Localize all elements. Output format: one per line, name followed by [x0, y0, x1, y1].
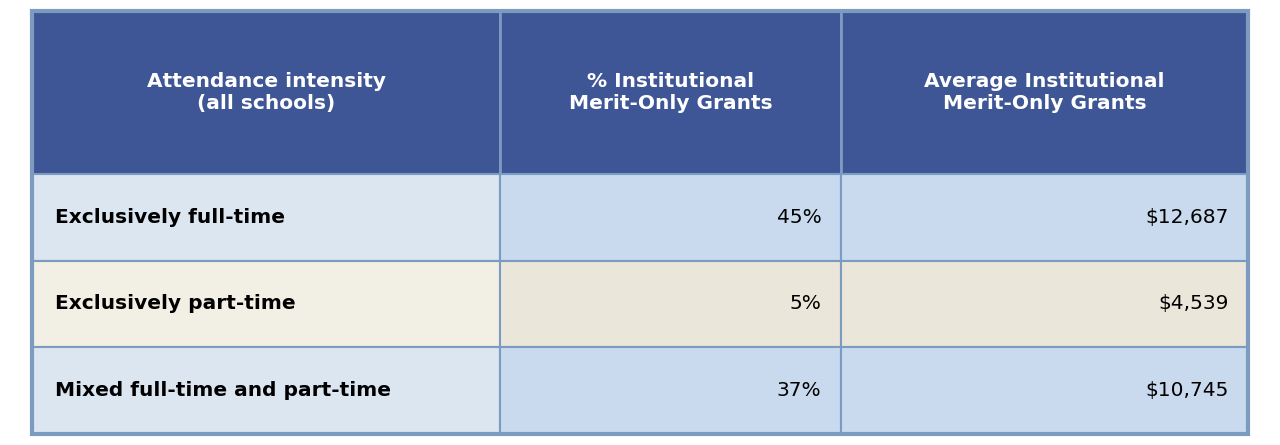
Bar: [841, 11, 1248, 174]
Text: 37%: 37%: [777, 381, 822, 400]
Bar: [500, 261, 841, 347]
Text: Exclusively full-time: Exclusively full-time: [55, 208, 285, 227]
Bar: [500, 174, 841, 261]
Bar: [500, 174, 841, 261]
Bar: [32, 11, 500, 174]
Text: Exclusively part-time: Exclusively part-time: [55, 295, 296, 313]
Bar: [32, 347, 500, 434]
Bar: [841, 11, 1248, 174]
Bar: [841, 261, 1248, 347]
Bar: [32, 11, 500, 174]
Text: 5%: 5%: [790, 295, 822, 313]
Bar: [32, 174, 500, 261]
Text: $10,745: $10,745: [1146, 381, 1229, 400]
Bar: [841, 261, 1248, 347]
Bar: [500, 347, 841, 434]
Bar: [32, 261, 500, 347]
Bar: [32, 347, 500, 434]
Bar: [500, 11, 841, 174]
Text: 45%: 45%: [777, 208, 822, 227]
Bar: [841, 174, 1248, 261]
Bar: [500, 261, 841, 347]
Bar: [841, 347, 1248, 434]
Bar: [841, 174, 1248, 261]
Text: Mixed full-time and part-time: Mixed full-time and part-time: [55, 381, 392, 400]
Text: $12,687: $12,687: [1146, 208, 1229, 227]
Text: Average Institutional
Merit-Only Grants: Average Institutional Merit-Only Grants: [924, 72, 1165, 113]
Text: $4,539: $4,539: [1158, 295, 1229, 313]
Bar: [500, 347, 841, 434]
Text: % Institutional
Merit-Only Grants: % Institutional Merit-Only Grants: [568, 72, 772, 113]
Bar: [32, 261, 500, 347]
Text: Attendance intensity
(all schools): Attendance intensity (all schools): [147, 72, 385, 113]
Bar: [500, 11, 841, 174]
Bar: [841, 347, 1248, 434]
Bar: [32, 174, 500, 261]
